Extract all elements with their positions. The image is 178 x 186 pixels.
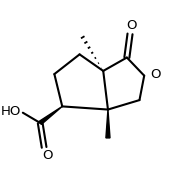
Polygon shape [39, 106, 62, 124]
Text: O: O [42, 149, 53, 162]
Text: O: O [126, 19, 137, 32]
Text: O: O [151, 68, 161, 81]
Polygon shape [106, 110, 110, 138]
Text: HO: HO [1, 105, 21, 118]
